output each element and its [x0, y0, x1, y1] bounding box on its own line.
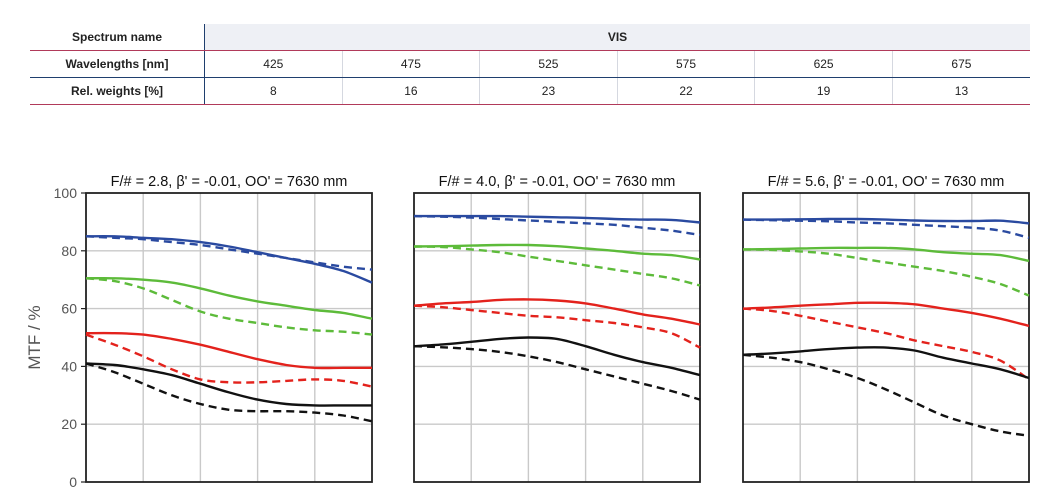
plot-frame: [742, 192, 1030, 483]
series-line-blue-dashed: [742, 218, 1030, 239]
weights-label: Rel. weights [%]: [30, 77, 205, 105]
series-line-red-solid: [413, 298, 701, 326]
panel-title: F/# = 5.6, β' = -0.01, OO' = 7630 mm: [768, 174, 1005, 190]
y-tick-label: 60: [61, 301, 77, 317]
series-line-black-solid: [413, 336, 701, 377]
series-line-red-dashed: [742, 307, 1030, 381]
y-tick-label: 40: [61, 358, 77, 374]
series-line-green-solid: [85, 276, 373, 320]
panel-title: F/# = 4.0, β' = -0.01, OO' = 7630 mm: [439, 174, 676, 190]
weight-cell: 8: [204, 77, 343, 105]
weight-cell: 13: [892, 77, 1030, 105]
series-line-green-dashed: [413, 245, 701, 287]
y-axis-label: MTF / %: [25, 305, 44, 369]
series-line-black-solid: [742, 346, 1030, 380]
series-line-black-dashed: [85, 362, 373, 423]
weights-row: Rel. weights [%] 8 16 23 22 19 13: [30, 77, 1030, 105]
wavelength-cell: 675: [892, 50, 1030, 78]
wavelength-cell: 475: [342, 50, 481, 78]
wavelength-cell: 525: [479, 50, 618, 78]
series-line-black-dashed: [413, 345, 701, 401]
series-line-black-dashed: [742, 353, 1030, 437]
wavelengths-row: Wavelengths [nm] 425 475 525 575 625 675: [30, 50, 1030, 78]
series-line-black-solid: [85, 362, 372, 407]
plot-frame: [85, 192, 373, 483]
plot-frame: [413, 192, 701, 483]
series-line-blue-dashed: [85, 235, 373, 271]
series-line-green-dashed: [85, 277, 373, 336]
spectrum-table: Spectrum name VIS Wavelengths [nm] 425 4…: [30, 24, 1030, 105]
weight-cell: 19: [754, 77, 893, 105]
series-line-red-dashed: [413, 304, 701, 349]
weight-cell: 23: [479, 77, 618, 105]
wavelength-cell: 575: [617, 50, 756, 78]
y-tick-label: 20: [61, 416, 77, 432]
series-line-red-solid: [742, 301, 1030, 328]
series-line-blue-solid: [413, 214, 701, 224]
spectrum-name-row: Spectrum name VIS: [30, 24, 1030, 51]
series-line-green-solid: [413, 243, 701, 261]
wavelengths-label: Wavelengths [nm]: [30, 50, 205, 78]
y-tick-label: 0: [69, 474, 77, 490]
spectrum-name-value: VIS: [204, 24, 1030, 51]
series-line-red-dashed: [85, 333, 373, 388]
y-tick-label: 100: [54, 185, 78, 201]
series-line-blue-solid: [85, 235, 373, 284]
series-line-green-dashed: [742, 248, 1030, 297]
weight-cell: 16: [342, 77, 481, 105]
series-line-blue-solid: [743, 217, 1030, 225]
series-line-green-solid: [742, 246, 1030, 263]
wavelength-cell: 625: [754, 50, 893, 78]
series-line-blue-dashed: [413, 214, 701, 237]
weight-cell: 22: [617, 77, 756, 105]
spectrum-name-label: Spectrum name: [30, 24, 205, 51]
wavelength-cell: 425: [204, 50, 343, 78]
panel-title: F/# = 2.8, β' = -0.01, OO' = 7630 mm: [111, 174, 348, 190]
y-tick-label: 80: [61, 243, 77, 259]
series-line-red-solid: [85, 331, 372, 370]
